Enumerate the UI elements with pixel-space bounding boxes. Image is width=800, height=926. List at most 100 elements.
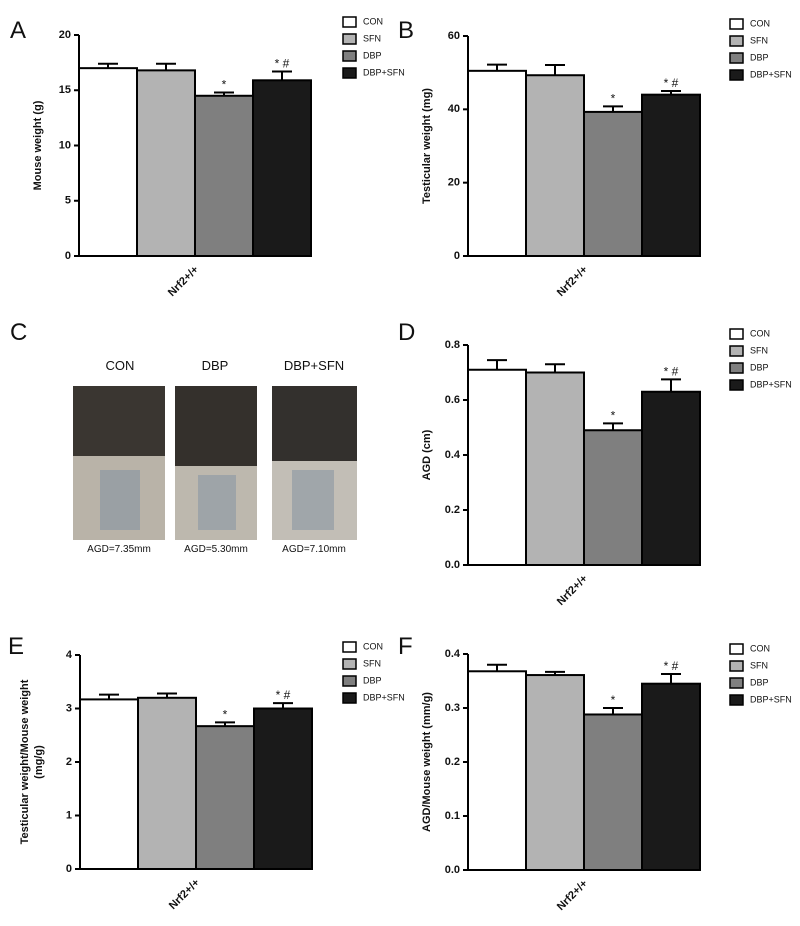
legend-label: DBP+SFN xyxy=(750,379,792,389)
y-axis-label: Testicular weight (mg) xyxy=(421,88,433,204)
significance-mark: * xyxy=(611,91,616,105)
bar xyxy=(78,67,138,258)
legend-swatch xyxy=(729,694,744,706)
legend-label: DBP+SFN xyxy=(750,694,792,704)
chart: D 0.0 0.2 0.4 0.6 0.8 AGD (cm) CON SFN * DBP * # DBP… xyxy=(398,319,792,608)
photo-caption: AGD=7.35mm xyxy=(87,544,151,555)
y-tick-label: 0.4 xyxy=(445,449,461,461)
legend-label: DBP xyxy=(750,362,769,372)
panel-letter: F xyxy=(398,633,413,660)
legend-swatch xyxy=(729,643,744,655)
bar xyxy=(641,93,701,257)
panel-letter: B xyxy=(398,17,414,44)
legend-swatch xyxy=(729,677,744,689)
legend-swatch xyxy=(342,692,357,704)
y-tick-label: 0.4 xyxy=(445,648,461,660)
y-tick-label: 0.0 xyxy=(445,864,460,876)
legend-swatch xyxy=(342,50,357,62)
legend-label: CON xyxy=(750,643,770,653)
legend-swatch xyxy=(729,379,744,391)
x-tick-label: Nrf2+/+ xyxy=(166,264,201,299)
bar xyxy=(583,429,643,566)
y-tick-label: 0.0 xyxy=(445,559,460,571)
y-tick-label: 5 xyxy=(65,195,71,207)
legend-label: DBP+SFN xyxy=(750,69,792,79)
legend-swatch xyxy=(342,658,357,670)
x-tick-label: Nrf2+/+ xyxy=(555,878,590,913)
legend-label: SFN xyxy=(363,33,381,43)
photo-detail xyxy=(272,386,357,461)
bar xyxy=(641,682,701,872)
photo-caption: AGD=5.30mm xyxy=(184,544,248,555)
legend-label: SFN xyxy=(750,660,768,670)
photo-detail xyxy=(100,470,140,530)
y-axis-label: Testicular weight/Mouse weight xyxy=(19,679,31,844)
significance-mark: * # xyxy=(664,76,679,90)
y-tick-label: 20 xyxy=(448,177,460,189)
bar xyxy=(194,94,254,258)
legend-swatch xyxy=(729,35,744,47)
bar xyxy=(525,371,585,566)
y-tick-label: 0 xyxy=(66,863,72,875)
bar xyxy=(525,674,585,871)
legend-label: DBP xyxy=(750,52,769,62)
legend-label: SFN xyxy=(750,35,768,45)
bar xyxy=(467,368,527,566)
panel-letter: D xyxy=(398,319,415,346)
legend-swatch xyxy=(729,69,744,81)
significance-mark: * # xyxy=(276,688,291,702)
y-tick-label: 3 xyxy=(66,702,72,714)
significance-mark: * xyxy=(611,693,616,707)
bar xyxy=(79,698,139,871)
legend-swatch xyxy=(729,18,744,30)
significance-mark: * xyxy=(222,77,227,91)
photo-detail xyxy=(198,475,236,530)
legend-swatch xyxy=(342,67,357,79)
y-tick-label: 0.2 xyxy=(445,504,460,516)
legend-swatch xyxy=(342,33,357,45)
bar xyxy=(136,69,196,257)
legend-label: DBP+SFN xyxy=(363,67,405,77)
legend-label: CON xyxy=(363,641,383,651)
y-axis-label: Mouse weight (g) xyxy=(32,100,44,190)
legend-label: SFN xyxy=(750,345,768,355)
x-tick-label: Nrf2+/+ xyxy=(555,573,590,608)
photo-caption: AGD=7.10mm xyxy=(282,544,346,555)
bar xyxy=(195,725,255,871)
x-tick-label: Nrf2+/+ xyxy=(167,877,202,912)
photo-label: DBP+SFN xyxy=(284,358,344,373)
y-tick-label: 0 xyxy=(65,250,71,262)
chart: E 0 1 2 3 4 Testicular weight/Mouse weight (mg/… xyxy=(8,633,405,912)
legend-label: DBP+SFN xyxy=(363,692,405,702)
y-tick-label: 10 xyxy=(59,139,71,151)
legend-label: SFN xyxy=(363,658,381,668)
y-tick-label: 1 xyxy=(66,809,72,821)
y-tick-label: 0.6 xyxy=(445,394,460,406)
y-tick-label: 0 xyxy=(454,250,460,262)
legend-swatch xyxy=(729,328,744,340)
significance-mark: * # xyxy=(664,364,679,378)
photo-panel: C CON DBP DBP+SFN AGD=7.35mm AGD=5.30mm … xyxy=(10,319,357,555)
chart: F 0.0 0.1 0.2 0.3 0.4 AGD/Mouse weight (mm/g) C… xyxy=(398,633,792,913)
legend-swatch xyxy=(729,345,744,357)
bar xyxy=(467,670,527,872)
bar xyxy=(137,696,197,870)
legend-label: DBP xyxy=(363,675,382,685)
legend-swatch xyxy=(729,362,744,374)
x-tick-label: Nrf2+/+ xyxy=(555,264,590,299)
y-tick-label: 60 xyxy=(448,30,460,42)
bar xyxy=(253,707,313,870)
photo-label: DBP xyxy=(202,358,229,373)
y-tick-label: 4 xyxy=(66,649,73,661)
y-tick-label: 15 xyxy=(59,84,71,96)
y-axis-label: AGD (cm) xyxy=(421,429,433,480)
legend-label: CON xyxy=(363,16,383,26)
legend-label: CON xyxy=(750,18,770,28)
significance-mark: * # xyxy=(275,56,290,70)
panel-letter: E xyxy=(8,633,24,660)
y-tick-label: 2 xyxy=(66,756,72,768)
bar xyxy=(467,69,527,258)
legend-label: DBP xyxy=(363,50,382,60)
legend-swatch xyxy=(729,660,744,672)
